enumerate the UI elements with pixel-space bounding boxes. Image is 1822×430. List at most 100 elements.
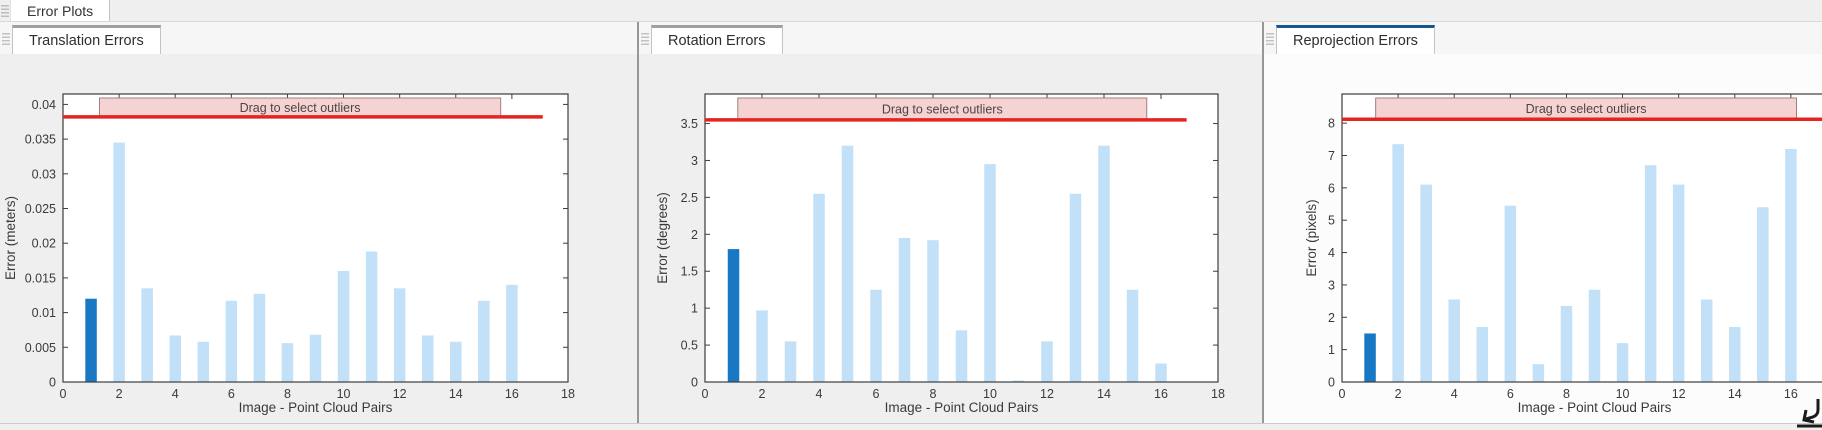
x-axis-label: Image - Point Cloud Pairs — [885, 400, 1039, 415]
tab-rotation-errors[interactable]: Rotation Errors — [651, 25, 783, 54]
panel-translation-errors: Translation Errors Drag to select outlie… — [0, 22, 637, 425]
error-bar[interactable] — [955, 330, 968, 382]
error-bar[interactable] — [1532, 364, 1545, 382]
error-bar[interactable] — [1041, 341, 1053, 382]
error-bar[interactable] — [813, 193, 825, 382]
error-bar[interactable] — [1560, 305, 1573, 382]
drag-grip-icon[interactable] — [2, 33, 10, 46]
tab-translation-errors[interactable]: Translation Errors — [12, 25, 161, 54]
error-bar[interactable] — [141, 288, 153, 382]
error-bar[interactable] — [281, 343, 294, 382]
x-tick-label: 0 — [60, 387, 67, 401]
drag-grip-icon[interactable] — [641, 33, 649, 46]
figure-area: Drag to select outliers 0 2 4 6 8 10 12 14 16 18 0 0… — [0, 54, 637, 425]
error-bar[interactable] — [1785, 149, 1797, 382]
y-tick-label: 2.5 — [681, 191, 698, 205]
x-tick-label: 2 — [1395, 387, 1402, 401]
error-bar[interactable] — [197, 341, 210, 382]
y-axis-label: Error (meters) — [3, 196, 18, 280]
error-bar[interactable] — [253, 293, 266, 382]
x-tick-label: 14 — [1097, 387, 1111, 401]
error-bar[interactable] — [898, 238, 911, 382]
error-bar[interactable] — [756, 310, 768, 382]
error-bar[interactable] — [113, 142, 125, 382]
x-tick-label: 6 — [1507, 387, 1514, 401]
outlier-select-banner-label: Drag to select outliers — [240, 101, 361, 115]
x-tick-label: 2 — [759, 387, 766, 401]
error-bar[interactable] — [984, 164, 996, 382]
error-bar[interactable] — [1588, 289, 1601, 382]
x-tick-label: 6 — [228, 387, 235, 401]
error-bar[interactable] — [1448, 299, 1460, 382]
y-tick-label: 8 — [1328, 117, 1335, 131]
dock-arrow-icon[interactable] — [1793, 395, 1822, 429]
drag-grip-icon[interactable] — [1266, 33, 1274, 46]
y-axis-label: Error (pixels) — [1304, 199, 1319, 276]
error-bar[interactable] — [1729, 326, 1741, 382]
error-bar[interactable] — [1616, 343, 1629, 382]
error-bar[interactable] — [85, 298, 97, 382]
figure-area: Drag to select outliers 0 2 4 6 8 10 12 14 16 18 0 0… — [639, 54, 1262, 425]
document-tab-bar: Error Plots — [0, 0, 1822, 22]
tab-reprojection-errors[interactable]: Reprojection Errors — [1276, 25, 1435, 54]
error-bar[interactable] — [1392, 144, 1404, 382]
x-tick-label: 18 — [561, 387, 575, 401]
x-tick-label: 10 — [983, 387, 997, 401]
tab-label: Rotation Errors — [668, 33, 766, 49]
y-tick-label: 2 — [691, 228, 698, 242]
dock-area: Translation Errors Drag to select outlie… — [0, 22, 1822, 425]
error-bar[interactable] — [1644, 165, 1657, 382]
chart-reprojection-errors[interactable]: Drag to select outliers02468101214161801… — [1264, 54, 1822, 425]
error-bar[interactable] — [1126, 289, 1139, 382]
error-bar[interactable] — [1476, 326, 1489, 382]
error-bar[interactable] — [365, 251, 378, 382]
error-bar[interactable] — [450, 341, 462, 382]
error-bar[interactable] — [927, 240, 939, 382]
axes-box — [704, 93, 1219, 383]
y-tick-label: 0.02 — [32, 237, 56, 251]
axes-box — [1341, 93, 1822, 383]
y-tick-label: 1 — [691, 302, 698, 316]
error-bar[interactable] — [1504, 205, 1517, 382]
error-bar[interactable] — [393, 288, 406, 382]
error-bar[interactable] — [1700, 299, 1713, 382]
x-tick-label: 4 — [172, 387, 179, 401]
error-bar[interactable] — [727, 249, 740, 382]
error-bar[interactable] — [1757, 207, 1769, 382]
y-tick-label: 2 — [1328, 311, 1335, 325]
y-tick-label: 3.5 — [681, 117, 698, 131]
error-bar[interactable] — [1098, 145, 1110, 382]
axes-box — [62, 93, 569, 383]
tab-error-plots-label: Error Plots — [27, 3, 94, 19]
error-bar[interactable] — [309, 334, 322, 382]
y-tick-label: 1.5 — [681, 265, 698, 279]
figure-area: Drag to select outliers02468101214161801… — [1264, 54, 1822, 425]
error-bar[interactable] — [870, 289, 882, 382]
panel-tab-row: Translation Errors — [0, 22, 637, 54]
error-bar[interactable] — [337, 270, 350, 382]
y-tick-label: 0.04 — [32, 98, 56, 112]
status-strip — [0, 423, 1822, 430]
error-bar[interactable] — [169, 335, 181, 382]
error-bar[interactable] — [1069, 193, 1082, 382]
error-bar[interactable] — [1420, 184, 1432, 382]
tab-error-plots[interactable]: Error Plots — [10, 0, 111, 21]
error-bar[interactable] — [506, 284, 518, 382]
error-bar[interactable] — [1672, 184, 1685, 382]
error-bar[interactable] — [841, 145, 854, 382]
error-bar[interactable] — [421, 335, 434, 382]
error-bar[interactable] — [1155, 363, 1167, 382]
drag-grip-icon[interactable] — [1, 5, 9, 17]
error-bar[interactable] — [1364, 333, 1376, 382]
y-tick-label: 0.015 — [25, 271, 56, 285]
y-tick-label: 3 — [691, 154, 698, 168]
chart-translation-errors[interactable]: Drag to select outliers 0 2 4 6 8 10 12 14 16 18 0 0… — [0, 54, 637, 425]
error-bar[interactable] — [1012, 380, 1025, 382]
error-bar[interactable] — [478, 300, 490, 382]
error-bar[interactable] — [784, 341, 797, 382]
x-axis-label: Image - Point Cloud Pairs — [1518, 400, 1672, 415]
error-bar[interactable] — [225, 300, 238, 382]
y-tick-label: 0.005 — [25, 341, 56, 355]
x-tick-label: 0 — [702, 387, 709, 401]
